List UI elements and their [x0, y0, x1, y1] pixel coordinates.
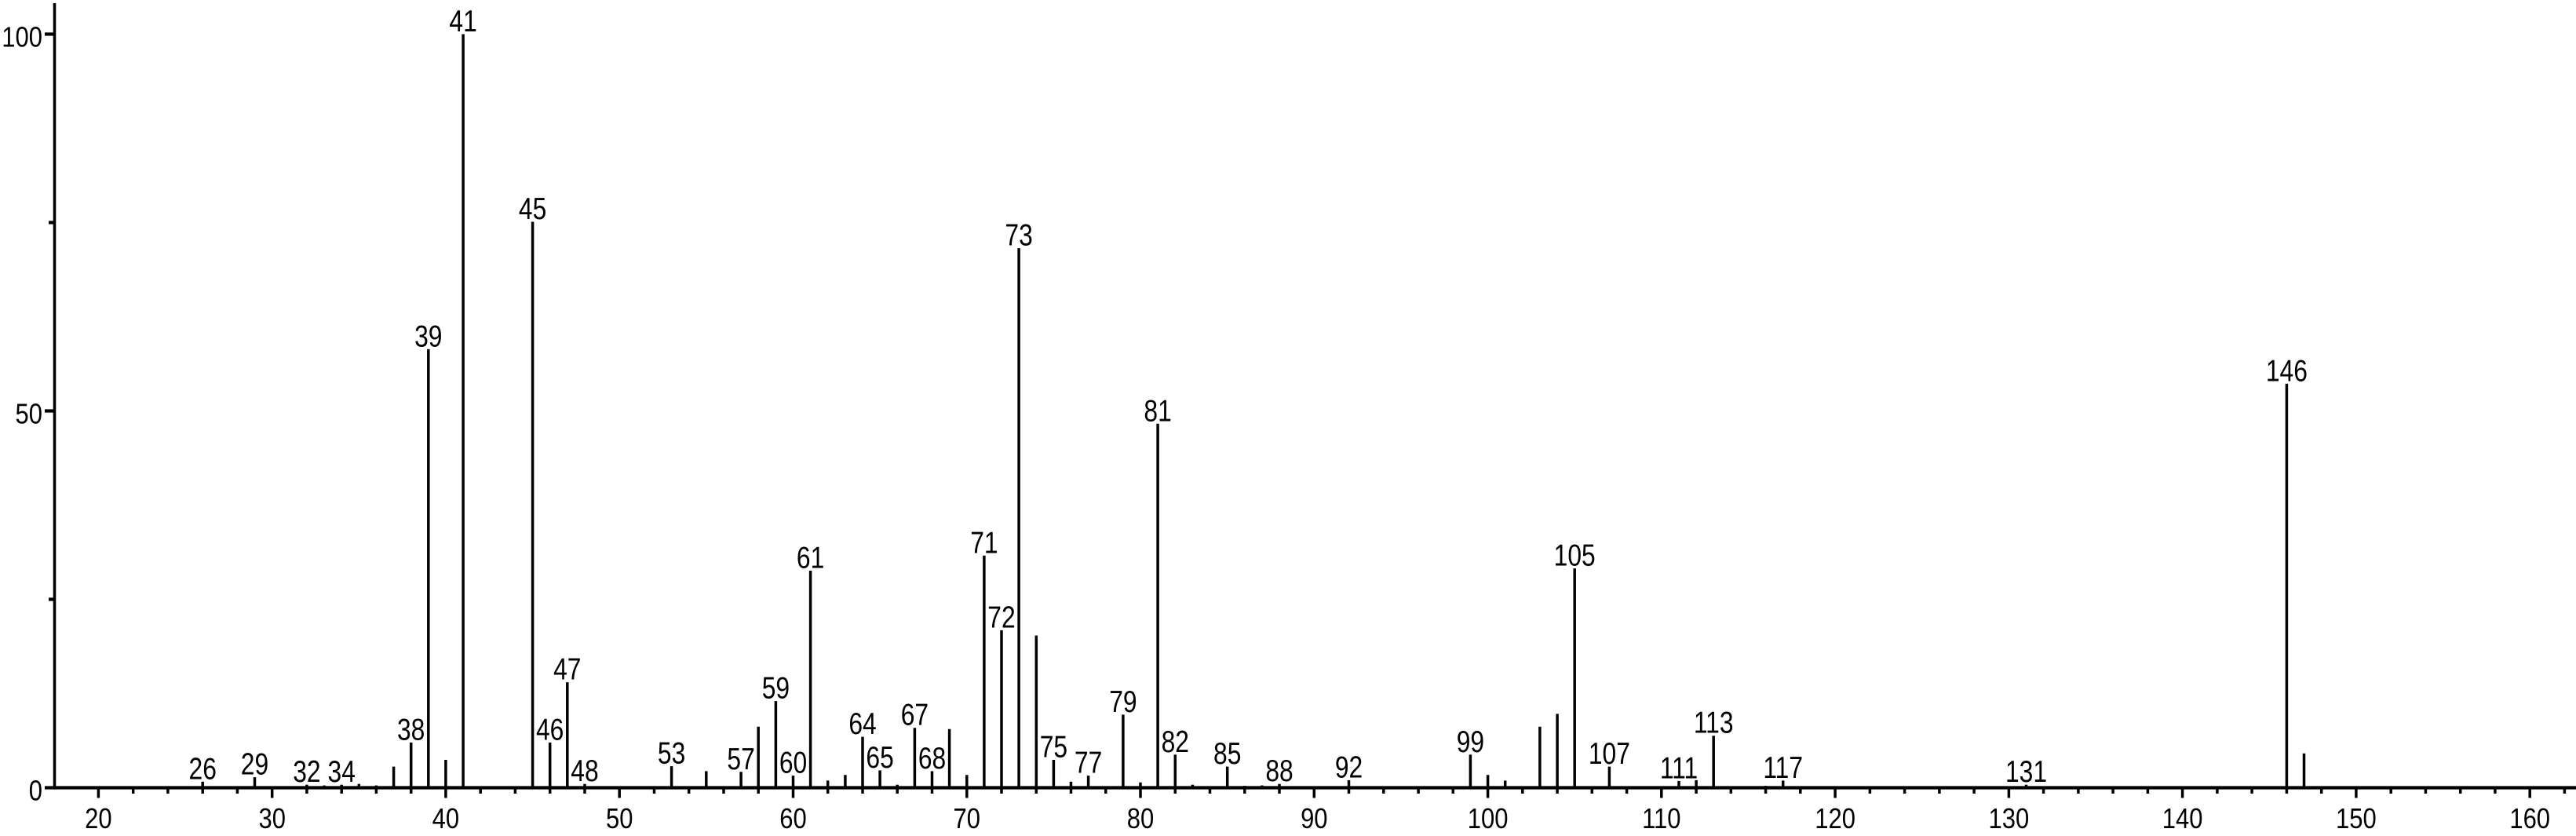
- svg-text:30: 30: [258, 803, 285, 832]
- svg-text:111: 111: [1660, 750, 1698, 785]
- svg-text:75: 75: [1040, 729, 1067, 764]
- svg-text:110: 110: [1642, 803, 1680, 832]
- svg-text:77: 77: [1075, 746, 1102, 780]
- svg-text:50: 50: [16, 398, 42, 430]
- svg-text:61: 61: [797, 540, 824, 575]
- svg-text:88: 88: [1265, 754, 1293, 788]
- svg-text:107: 107: [1589, 736, 1630, 771]
- svg-text:81: 81: [1144, 393, 1171, 428]
- svg-text:117: 117: [1763, 750, 1803, 785]
- svg-text:85: 85: [1213, 736, 1241, 771]
- svg-text:60: 60: [779, 803, 806, 832]
- svg-text:100: 100: [1468, 803, 1509, 832]
- svg-text:29: 29: [241, 747, 268, 781]
- svg-text:99: 99: [1457, 725, 1484, 759]
- svg-text:92: 92: [1335, 750, 1363, 784]
- svg-text:100: 100: [2, 21, 42, 53]
- svg-text:82: 82: [1162, 725, 1189, 759]
- svg-text:64: 64: [848, 706, 876, 741]
- svg-text:131: 131: [2005, 754, 2047, 789]
- svg-text:80: 80: [1127, 803, 1154, 832]
- svg-text:140: 140: [2162, 803, 2203, 832]
- svg-text:47: 47: [553, 652, 581, 686]
- svg-text:90: 90: [1301, 803, 1327, 832]
- svg-text:130: 130: [1989, 803, 2030, 832]
- svg-text:60: 60: [779, 746, 807, 780]
- svg-text:41: 41: [449, 4, 476, 38]
- svg-text:46: 46: [536, 712, 564, 747]
- svg-text:26: 26: [189, 751, 217, 786]
- svg-text:73: 73: [1005, 218, 1032, 253]
- svg-text:59: 59: [762, 670, 790, 705]
- svg-text:72: 72: [987, 600, 1015, 634]
- svg-text:70: 70: [954, 803, 980, 832]
- svg-text:20: 20: [85, 803, 111, 832]
- svg-text:113: 113: [1694, 706, 1734, 740]
- svg-text:38: 38: [397, 712, 425, 747]
- svg-text:53: 53: [658, 736, 685, 771]
- svg-text:45: 45: [519, 192, 546, 226]
- svg-text:32: 32: [293, 754, 320, 789]
- svg-text:79: 79: [1109, 684, 1137, 719]
- svg-text:57: 57: [727, 742, 754, 776]
- svg-text:48: 48: [571, 754, 598, 788]
- svg-text:160: 160: [2509, 803, 2550, 832]
- svg-text:68: 68: [918, 741, 946, 776]
- svg-text:105: 105: [1554, 538, 1596, 573]
- svg-text:67: 67: [901, 698, 929, 732]
- svg-text:40: 40: [432, 803, 459, 832]
- svg-text:39: 39: [414, 319, 442, 353]
- svg-text:146: 146: [2266, 353, 2308, 388]
- svg-text:71: 71: [970, 525, 998, 560]
- svg-text:65: 65: [866, 740, 893, 775]
- svg-text:0: 0: [29, 775, 42, 807]
- svg-text:120: 120: [1815, 803, 1855, 832]
- svg-text:34: 34: [328, 754, 356, 789]
- svg-text:50: 50: [606, 803, 633, 832]
- svg-text:150: 150: [2336, 803, 2377, 832]
